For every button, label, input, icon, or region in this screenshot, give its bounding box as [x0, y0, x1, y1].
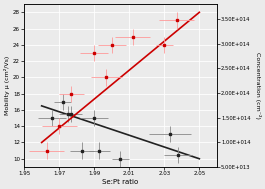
Y-axis label: Concentration (cm⁻²): Concentration (cm⁻²) — [255, 52, 261, 119]
X-axis label: Se:Pt ratio: Se:Pt ratio — [102, 179, 139, 185]
Y-axis label: Mobility μ (cm²/Vs): Mobility μ (cm²/Vs) — [4, 56, 10, 115]
